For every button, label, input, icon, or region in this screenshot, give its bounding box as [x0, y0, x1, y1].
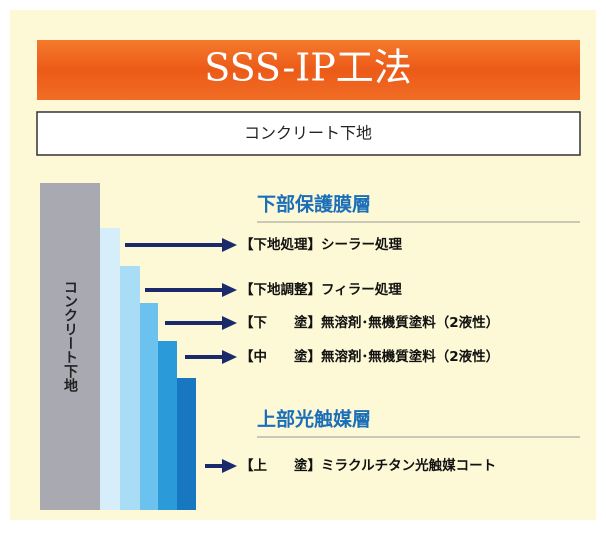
section-heading: 上部光触媒層: [257, 408, 371, 431]
layer-label: 【上 塗】ミラクルチタン光触媒コート: [240, 457, 496, 474]
layer-step: [177, 378, 196, 510]
substrate-label: コンクリート下地: [62, 280, 78, 393]
arrow-head: [222, 459, 237, 473]
substrate-column: [40, 183, 100, 510]
arrow-head: [222, 350, 237, 364]
layer-step: [140, 303, 158, 510]
arrow-head: [222, 283, 237, 297]
layer-label: 【下地処理】シーラー処理: [240, 236, 402, 253]
layer-step: [158, 341, 177, 510]
title: SSS-IP工法: [204, 46, 412, 90]
subtitle: コンクリート下地: [244, 124, 372, 143]
layer-step: [120, 266, 140, 510]
layer-label: 【下 塗】無溶剤･無機質塗料（2液性）: [240, 314, 499, 331]
arrow-head: [222, 316, 237, 330]
arrow-head: [222, 238, 237, 252]
title-bar: [37, 40, 580, 100]
subtitle-box: [36, 111, 581, 156]
layer-label: 【中 塗】無溶剤･無機質塗料（2液性）: [240, 348, 499, 365]
layer-step: [100, 228, 120, 510]
layer-label: 【下地調整】フィラー処理: [240, 281, 402, 298]
section-heading: 下部保護膜層: [257, 193, 371, 216]
